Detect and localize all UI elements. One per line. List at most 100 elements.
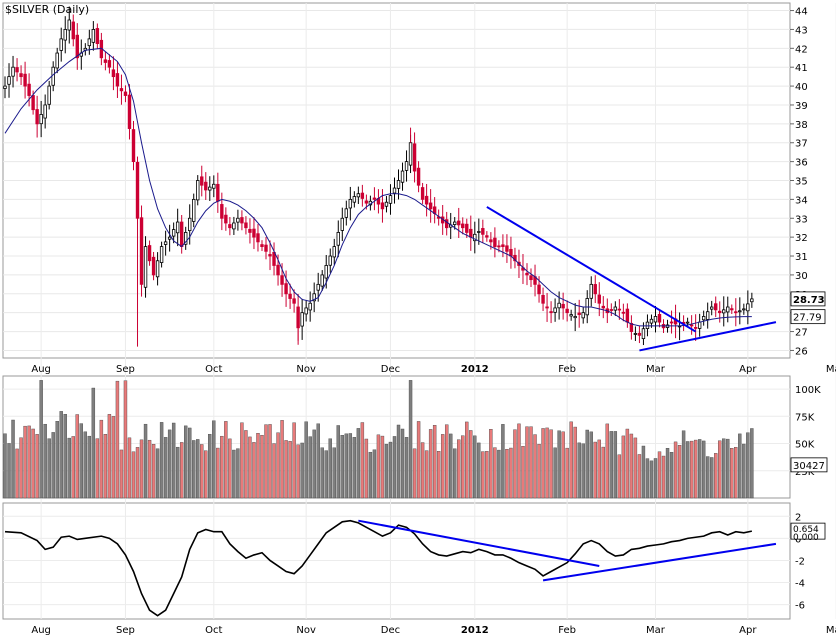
volume-bar (529, 426, 533, 499)
volume-bar (99, 419, 104, 499)
osc-tick-label: 2 (795, 512, 801, 523)
volume-bar (316, 423, 320, 499)
price-candle (525, 272, 529, 276)
moving-average-line (4, 47, 752, 327)
volume-bar (561, 431, 565, 499)
price-candle (581, 312, 585, 319)
price-candle (115, 73, 120, 87)
price-candle (240, 217, 244, 224)
price-candle (649, 318, 654, 324)
price-candle (268, 254, 272, 257)
volume-bar (693, 439, 698, 499)
volume-bar (730, 448, 734, 499)
price-candle (316, 283, 320, 291)
price-candle (11, 66, 15, 77)
price-candle (750, 298, 754, 303)
price-candle (308, 302, 312, 311)
volume-bar (23, 425, 27, 499)
volume-bar (336, 425, 340, 499)
price-candle (633, 333, 638, 335)
oscillator-line (4, 519, 753, 617)
volume-bar (424, 450, 429, 499)
volume-bar (537, 443, 541, 499)
price-tick-label: 40 (795, 82, 808, 93)
price-candle (300, 312, 304, 327)
price-candle (127, 94, 132, 129)
volume-bar (348, 433, 353, 499)
price-candle (669, 321, 674, 324)
price-candle (412, 143, 417, 172)
volume-last-box (790, 457, 828, 473)
volume-bar (469, 430, 473, 499)
volume-bar (83, 431, 88, 499)
price-candle (657, 313, 662, 323)
price-candle (284, 283, 288, 295)
volume-bar (55, 421, 59, 499)
volume-bar (481, 451, 485, 499)
volume-tick-label: 25K (795, 467, 815, 478)
volume-bar (51, 432, 55, 499)
volume-bar (292, 422, 296, 499)
price-candle (332, 246, 336, 258)
volume-bar (569, 421, 573, 499)
price-candle (730, 308, 734, 311)
price-tick-label: 33 (795, 214, 808, 225)
volume-bar (135, 447, 140, 499)
price-candle (541, 295, 545, 304)
price-candle (155, 260, 160, 278)
volume-bar (240, 422, 244, 499)
volume-bar (601, 446, 605, 499)
price-candle (228, 224, 232, 229)
x-tick-label-bottom: Nov (296, 625, 316, 636)
volume-bar (412, 448, 417, 499)
price-candle (453, 221, 457, 225)
volume-bar (505, 449, 509, 499)
price-tick-label: 36 (795, 158, 808, 169)
price-candle (320, 274, 324, 287)
volume-bar (661, 455, 666, 499)
price-candle (232, 222, 236, 230)
price-candle (697, 321, 702, 329)
volume-bar (131, 451, 136, 499)
volume-bar (509, 447, 513, 499)
price-candle (264, 244, 268, 252)
volume-bar (71, 436, 75, 499)
volume-bar (228, 438, 232, 499)
price-candle (380, 202, 385, 210)
price-candle (742, 308, 746, 311)
price-candle (577, 312, 581, 315)
volume-bar (11, 419, 15, 499)
price-candle (625, 308, 630, 323)
price-candle (637, 332, 642, 336)
x-tick-label-bottom: Apr (739, 625, 757, 636)
price-candle (738, 310, 742, 313)
volume-bar (171, 422, 176, 499)
volume-bar (232, 449, 236, 499)
volume-bar (677, 445, 682, 499)
volume-bar (557, 430, 561, 499)
price-candle (248, 228, 252, 233)
volume-bar (95, 438, 100, 499)
volume-bar (440, 434, 445, 499)
price-trendline-0 (486, 206, 697, 333)
volume-bar (497, 449, 501, 499)
price-candle (653, 316, 658, 323)
volume-bar (549, 429, 553, 499)
price-candle (408, 142, 413, 166)
price-trendline-1 (639, 321, 777, 352)
volume-bar (344, 433, 349, 499)
price-candle (188, 217, 192, 232)
volume-tick-label: 100K (795, 385, 821, 396)
price-candle (47, 85, 51, 105)
x-tick-label: Feb (558, 364, 576, 375)
price-tick-label: 32 (795, 233, 808, 244)
price-candle (693, 327, 698, 329)
ma-value-label-box (790, 309, 826, 325)
volume-bar (196, 439, 200, 499)
volume-bar (312, 429, 316, 499)
price-tick-label: 26 (795, 346, 808, 357)
volume-bar (79, 423, 83, 499)
price-candle (312, 293, 316, 302)
volume-bar (553, 447, 557, 499)
volume-bar (216, 447, 220, 499)
